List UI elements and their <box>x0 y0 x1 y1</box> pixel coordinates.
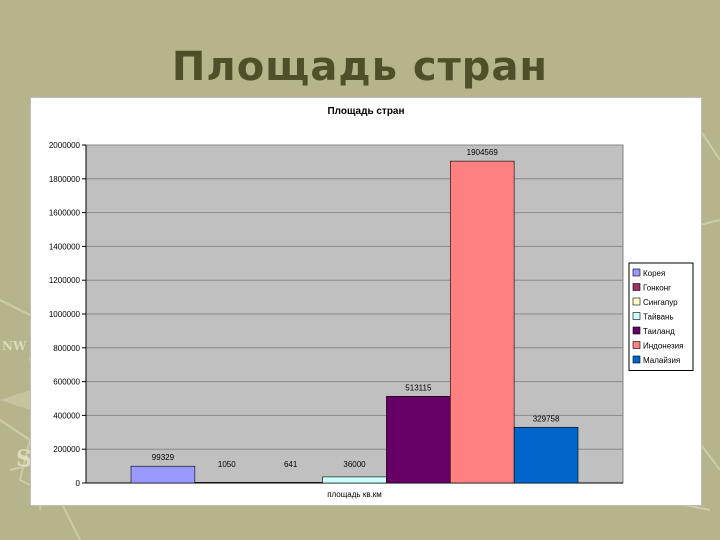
legend-label: Индонезия <box>643 342 683 351</box>
y-tick-label: 200000 <box>53 445 80 454</box>
svg-text:NW: NW <box>2 339 27 353</box>
legend-label: Гонконг <box>643 284 671 293</box>
legend-swatch <box>632 297 641 306</box>
bar-3 <box>258 482 323 484</box>
data-label: 513115 <box>405 383 432 392</box>
data-label: 99329 <box>152 453 175 462</box>
legend-label: Сингапур <box>643 298 678 307</box>
chart-area: Площадь стран 0 200000 400000 600000 800000 10… <box>30 97 702 506</box>
legend-swatch <box>632 283 641 291</box>
y-tick-label: 2000000 <box>49 141 81 150</box>
slide-title: Площадь стран <box>171 44 549 90</box>
data-label: 1050 <box>218 460 236 469</box>
bar-chart: Площадь стран 0 200000 400000 600000 800000 10… <box>49 106 694 499</box>
legend-label: Малайзия <box>643 356 680 365</box>
legend-swatch <box>632 326 641 335</box>
data-label: 1904569 <box>467 148 499 157</box>
y-tick-label: 1000000 <box>49 310 81 319</box>
chart-title: Площадь стран <box>327 106 404 117</box>
bar-1 <box>130 465 196 484</box>
bar-7 <box>513 426 579 484</box>
legend-label: Таиланд <box>643 327 675 336</box>
y-tick-label: 800000 <box>53 344 80 353</box>
svg-text:S: S <box>16 446 32 472</box>
data-label: 329758 <box>533 414 560 423</box>
y-tick-label: 1400000 <box>49 242 81 251</box>
y-tick-label: 400000 <box>53 411 80 420</box>
bar-4 <box>322 476 387 484</box>
data-label: 641 <box>284 460 298 469</box>
x-axis-label: площадь кв.км <box>327 490 382 499</box>
legend-label: Тайвань <box>643 313 674 322</box>
legend-swatch <box>632 268 641 277</box>
y-tick-label: 0 <box>76 479 81 488</box>
y-tick-label: 600000 <box>53 378 80 387</box>
legend-swatch <box>632 312 641 320</box>
legend-swatch <box>632 355 641 364</box>
data-label: 36000 <box>343 460 366 469</box>
y-tick-label: 1200000 <box>49 276 81 285</box>
bar-6 <box>449 160 515 484</box>
legend-label: Корея <box>643 269 665 278</box>
bar-2 <box>194 482 260 484</box>
y-tick-label: 1800000 <box>49 175 81 184</box>
y-tick-label: 1600000 <box>49 209 81 218</box>
bar-5 <box>386 395 451 484</box>
legend-swatch <box>632 341 641 349</box>
